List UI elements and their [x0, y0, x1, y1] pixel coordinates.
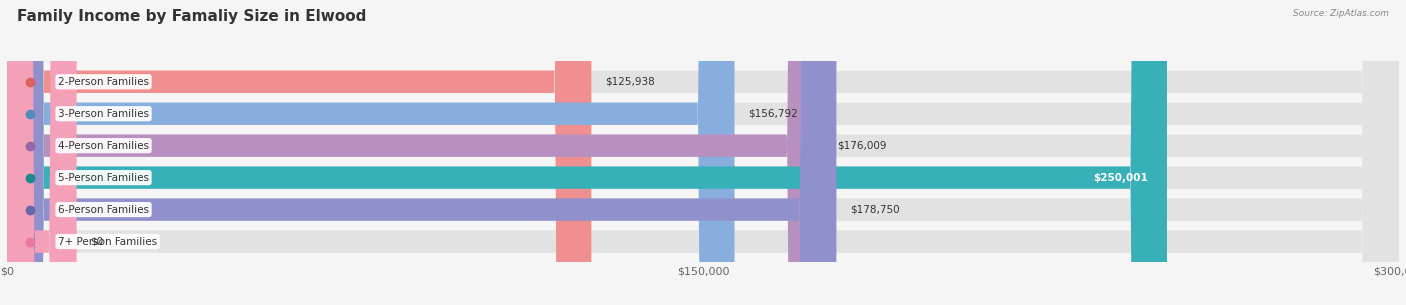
- FancyBboxPatch shape: [7, 0, 734, 305]
- Text: 6-Person Families: 6-Person Families: [58, 205, 149, 215]
- Text: $125,938: $125,938: [605, 77, 655, 87]
- FancyBboxPatch shape: [7, 0, 1399, 305]
- FancyBboxPatch shape: [7, 0, 837, 305]
- FancyBboxPatch shape: [7, 0, 1399, 305]
- FancyBboxPatch shape: [7, 0, 1167, 305]
- Text: 5-Person Families: 5-Person Families: [58, 173, 149, 183]
- FancyBboxPatch shape: [7, 0, 824, 305]
- Text: $156,792: $156,792: [748, 109, 799, 119]
- Text: Source: ZipAtlas.com: Source: ZipAtlas.com: [1294, 9, 1389, 18]
- Text: $250,001: $250,001: [1094, 173, 1149, 183]
- Text: 2-Person Families: 2-Person Families: [58, 77, 149, 87]
- Text: Family Income by Famaliy Size in Elwood: Family Income by Famaliy Size in Elwood: [17, 9, 366, 24]
- FancyBboxPatch shape: [7, 0, 1399, 305]
- Text: 4-Person Families: 4-Person Families: [58, 141, 149, 151]
- FancyBboxPatch shape: [7, 0, 1399, 305]
- Text: $178,750: $178,750: [851, 205, 900, 215]
- FancyBboxPatch shape: [7, 0, 1399, 305]
- FancyBboxPatch shape: [7, 0, 1399, 305]
- FancyBboxPatch shape: [7, 0, 77, 305]
- Text: 3-Person Families: 3-Person Families: [58, 109, 149, 119]
- Text: 7+ Person Families: 7+ Person Families: [58, 237, 157, 246]
- Text: $176,009: $176,009: [838, 141, 887, 151]
- Text: $0: $0: [90, 237, 104, 246]
- FancyBboxPatch shape: [7, 0, 592, 305]
